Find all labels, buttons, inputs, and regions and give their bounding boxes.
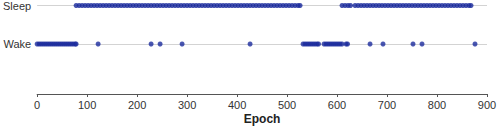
svg-text:Epoch: Epoch <box>244 112 281 126</box>
svg-text:Wake: Wake <box>3 38 31 50</box>
svg-text:600: 600 <box>328 99 346 111</box>
svg-text:400: 400 <box>228 99 246 111</box>
svg-text:200: 200 <box>128 99 146 111</box>
svg-text:100: 100 <box>78 99 96 111</box>
svg-text:0: 0 <box>34 99 40 111</box>
svg-text:900: 900 <box>478 99 496 111</box>
svg-text:500: 500 <box>278 99 296 111</box>
svg-text:700: 700 <box>378 99 396 111</box>
svg-text:Sleep: Sleep <box>3 0 31 12</box>
svg-text:300: 300 <box>178 99 196 111</box>
svg-text:800: 800 <box>428 99 446 111</box>
